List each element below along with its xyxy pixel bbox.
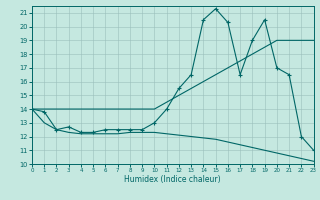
X-axis label: Humidex (Indice chaleur): Humidex (Indice chaleur): [124, 175, 221, 184]
